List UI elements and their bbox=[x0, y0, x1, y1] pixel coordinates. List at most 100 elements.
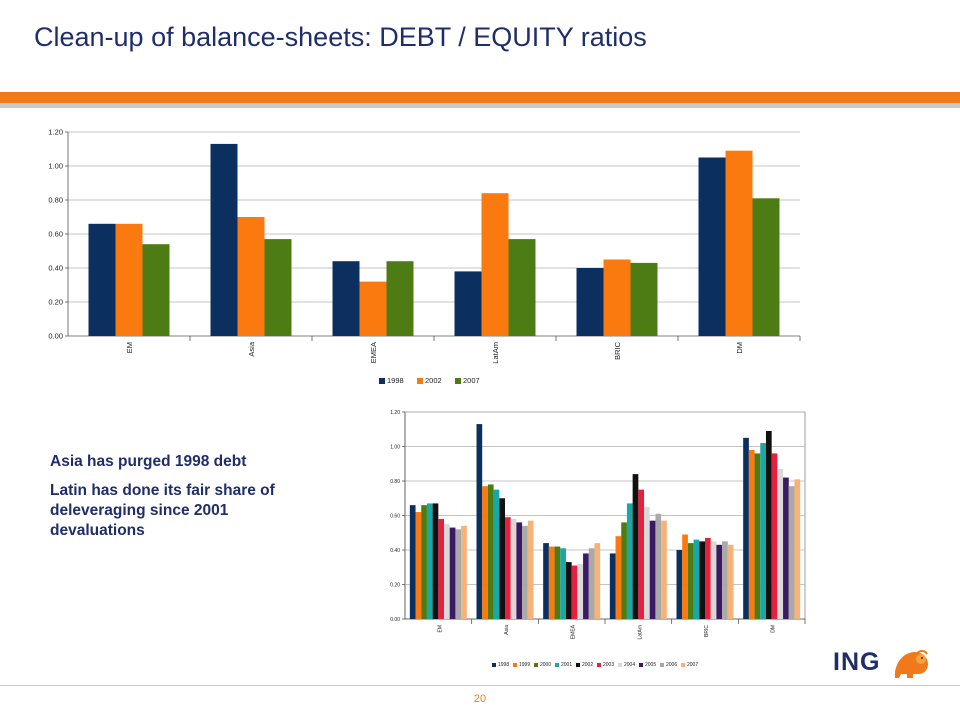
bar-2007-dm bbox=[752, 198, 780, 336]
bar-1999-em bbox=[415, 512, 422, 619]
bar-1998-bric bbox=[576, 268, 604, 336]
x-category-label: DM bbox=[771, 625, 777, 633]
legend-swatch bbox=[513, 663, 517, 667]
x-category-label: BRIC bbox=[704, 625, 710, 637]
legend-label: 2006 bbox=[666, 662, 677, 668]
chart-summary: 0.00 0.20 0.40 0.60 0.80 1.00 1.20 EM Asia EMEA La… bbox=[48, 128, 801, 385]
x-category-label: EMEA bbox=[571, 624, 577, 639]
header-grey-stripe bbox=[0, 103, 960, 108]
bar-1999-dm bbox=[748, 449, 755, 619]
legend-swatch bbox=[618, 663, 622, 667]
bar-2002-asia bbox=[499, 498, 505, 619]
page-title: Clean-up of balance-sheets: DEBT / EQUIT… bbox=[34, 22, 647, 52]
y-tick-label: 0.40 bbox=[48, 264, 63, 273]
bar-2004-bric bbox=[710, 541, 717, 619]
x-category-label: LatAm bbox=[637, 625, 643, 639]
bar-1998-emea bbox=[543, 543, 549, 619]
y-tick-label: 0.80 bbox=[390, 479, 400, 485]
bar-2002-latam bbox=[481, 193, 509, 336]
y-tick-label: 0.20 bbox=[48, 298, 63, 307]
legend-swatch bbox=[597, 663, 601, 667]
x-category-label: EMEA bbox=[369, 342, 378, 363]
y-tick-label: 1.00 bbox=[390, 444, 400, 450]
bar-2007-em bbox=[142, 244, 170, 336]
y-tick-label: 0.40 bbox=[390, 548, 400, 554]
y-tick-label: 0.20 bbox=[390, 582, 400, 588]
legend-label: 1998 bbox=[387, 376, 404, 385]
legend-swatch bbox=[379, 378, 385, 384]
bar-2002-latam bbox=[632, 474, 639, 619]
y-tick-label: 0.00 bbox=[390, 617, 400, 623]
bar-2007-emea bbox=[594, 543, 601, 619]
x-category-label: DM bbox=[735, 342, 744, 354]
bar-2002-emea bbox=[359, 281, 387, 336]
bar-2001-bric bbox=[693, 539, 700, 619]
x-category-label: BRIC bbox=[613, 341, 622, 360]
bar-1998-em bbox=[88, 223, 116, 336]
legend-label: 2003 bbox=[603, 662, 614, 668]
bar-1998-em bbox=[409, 505, 416, 619]
bar-1999-asia bbox=[482, 486, 488, 619]
bar-2006-latam bbox=[655, 513, 662, 619]
bar-1998-asia bbox=[210, 143, 238, 336]
legend-swatch bbox=[455, 378, 461, 384]
legend-label: 2001 bbox=[561, 662, 572, 668]
y-tick-label: 1.00 bbox=[48, 162, 63, 171]
bar-2007-asia bbox=[527, 520, 534, 619]
legend-swatch bbox=[534, 663, 538, 667]
bar-2007-bric bbox=[630, 262, 658, 336]
legend-swatch bbox=[555, 663, 559, 667]
bar-2003-bric bbox=[705, 537, 711, 619]
bar-2000-dm bbox=[754, 453, 761, 619]
legend-label: 2000 bbox=[540, 662, 551, 668]
legend-swatch bbox=[576, 663, 580, 667]
legend-swatch bbox=[660, 663, 664, 667]
bar-2001-asia bbox=[493, 489, 500, 619]
y-tick-label: 1.20 bbox=[390, 410, 400, 416]
bar-2003-latam bbox=[638, 489, 645, 619]
bar-2000-asia bbox=[487, 484, 494, 619]
bar-2005-em bbox=[449, 527, 456, 619]
legend-label: 2005 bbox=[645, 662, 656, 668]
chart-detailed: 0.00 0.20 0.40 0.60 0.80 1.00 1.20 EM Asia EMEA La… bbox=[390, 410, 806, 668]
bar-1998-latam bbox=[454, 271, 482, 336]
bar-2004-asia bbox=[510, 518, 517, 619]
y-tick-label: 0.80 bbox=[48, 196, 63, 205]
legend-label: 2004 bbox=[624, 662, 635, 668]
bar-2006-asia bbox=[522, 525, 528, 619]
x-category-label: EM bbox=[437, 625, 443, 633]
note-asia: Asia has purged 1998 debt bbox=[50, 453, 247, 470]
bar-1998-latam bbox=[609, 553, 616, 619]
bar-2002-emea bbox=[565, 562, 572, 619]
x-category-label: LatAm bbox=[491, 342, 500, 364]
page-number: 20 bbox=[473, 693, 487, 705]
bar-2007-emea bbox=[386, 261, 414, 336]
bar-2007-latam bbox=[661, 520, 667, 619]
note-latam: Latin has done its fair share of delever… bbox=[50, 482, 275, 539]
y-tick-label: 0.00 bbox=[48, 332, 63, 341]
lion-icon bbox=[895, 650, 928, 678]
bar-2002-em bbox=[432, 503, 439, 619]
y-tick-label: 0.60 bbox=[390, 513, 400, 519]
legend-label: 1999 bbox=[519, 662, 530, 668]
bar-2003-emea bbox=[571, 565, 578, 619]
ing-logo-text: ING bbox=[833, 648, 881, 676]
bar-2004-em bbox=[444, 524, 450, 619]
legend-label: 2002 bbox=[425, 376, 442, 385]
bar-2005-dm bbox=[783, 477, 789, 619]
commentary-notes: Asia has purged 1998 debt Latin has done… bbox=[50, 452, 310, 550]
bar-2004-latam bbox=[644, 506, 650, 619]
bar-2003-em bbox=[438, 518, 445, 619]
bar-2006-emea bbox=[588, 548, 595, 619]
bar-2005-asia bbox=[516, 522, 523, 619]
bar-2001-emea bbox=[560, 548, 566, 619]
header-accent-stripe bbox=[0, 92, 960, 103]
bar-1999-emea bbox=[548, 546, 555, 619]
bar-2002-dm bbox=[725, 150, 753, 336]
bar-1999-latam bbox=[615, 536, 622, 619]
bar-2004-dm bbox=[777, 468, 784, 619]
bar-2006-dm bbox=[788, 486, 795, 619]
legend-swatch bbox=[639, 663, 643, 667]
y-tick-label: 0.60 bbox=[48, 230, 63, 239]
